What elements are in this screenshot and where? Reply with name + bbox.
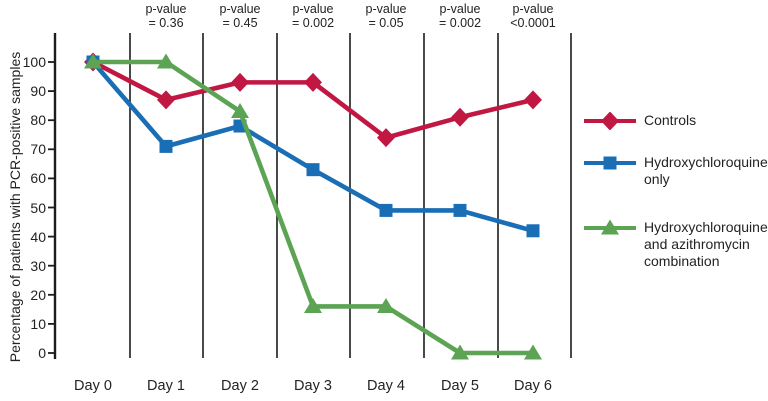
x-tick-label-day-1: Day 1	[147, 378, 185, 394]
p-value-label-5: p-value = 0.002	[438, 2, 482, 30]
x-tick-label-day-6: Day 6	[514, 378, 552, 394]
diamond-marker	[524, 90, 542, 110]
square-marker	[453, 203, 467, 217]
y-tick-label-10: 10	[30, 315, 46, 332]
triangle-marker	[524, 344, 542, 360]
y-tick-label-40: 40	[30, 228, 46, 245]
triangle-marker	[304, 297, 322, 313]
series-2	[84, 53, 542, 360]
diamond-legend-icon	[584, 112, 636, 130]
square-marker	[306, 163, 320, 177]
x-tick-label-day-0: Day 0	[74, 378, 112, 394]
legend-label: Controls	[644, 112, 697, 128]
triangle-legend-icon	[584, 219, 636, 235]
p-value-number: = 0.45	[222, 15, 258, 30]
p-value-prefix: p-value	[292, 2, 334, 16]
legend-item-2: Hydroxychloroquine and azithromycin comb…	[584, 219, 768, 270]
legend-item-1: Hydroxychloroquine only	[584, 154, 768, 188]
legend-label: Hydroxychloroquine and azithromycin comb…	[644, 219, 768, 269]
square-marker	[379, 203, 393, 217]
x-tick-label-day-4: Day 4	[367, 378, 405, 394]
p-value-number: = 0.002	[438, 15, 482, 30]
p-value-label-2: p-value = 0.45	[219, 2, 261, 30]
legend-item-0: Controls	[584, 112, 768, 130]
p-value-number: = 0.002	[291, 15, 335, 30]
p-value-prefix: p-value	[439, 2, 481, 16]
p-value-number: <0.0001	[510, 15, 556, 30]
p-value-label-6: p-value <0.0001	[510, 2, 556, 30]
y-tick-label-30: 30	[30, 257, 46, 274]
legend-label: Hydroxychloroquine only	[644, 154, 768, 187]
p-value-label-3: p-value = 0.002	[291, 2, 335, 30]
triangle-marker	[451, 344, 469, 360]
y-tick-label-90: 90	[30, 83, 46, 100]
p-value-label-1: p-value = 0.36	[145, 2, 187, 30]
y-tick-label-60: 60	[30, 170, 46, 187]
y-tick-label-80: 80	[30, 112, 46, 129]
square-marker	[159, 139, 173, 153]
square-marker	[603, 156, 617, 170]
diamond-marker	[231, 72, 249, 92]
diamond-marker	[601, 112, 619, 130]
series-1	[86, 55, 540, 238]
triangle-marker	[231, 102, 249, 118]
diamond-marker	[451, 107, 469, 127]
triangle-marker	[157, 53, 175, 69]
triangle-marker	[377, 297, 395, 313]
p-value-label-4: p-value = 0.05	[365, 2, 407, 30]
y-tick-label-100: 100	[22, 54, 46, 70]
y-tick-label-50: 50	[30, 199, 46, 216]
diamond-marker	[304, 72, 322, 92]
series-0	[84, 52, 542, 148]
triangle-marker	[601, 219, 619, 235]
y-tick-label-0: 0	[38, 345, 46, 361]
triangle-marker	[84, 53, 102, 69]
square-legend-icon	[584, 156, 636, 170]
diamond-marker	[157, 90, 175, 110]
square-marker	[526, 224, 540, 238]
p-value-prefix: p-value	[145, 2, 187, 16]
x-tick-label-day-5: Day 5	[441, 378, 479, 394]
x-tick-label-day-3: Day 3	[294, 378, 332, 394]
y-tick-label-20: 20	[30, 286, 46, 303]
p-value-prefix: p-value	[219, 2, 261, 16]
p-value-prefix: p-value	[365, 2, 407, 16]
p-value-number: = 0.05	[368, 15, 404, 30]
y-tick-label-70: 70	[30, 141, 46, 158]
diamond-marker	[377, 128, 395, 148]
p-value-number: = 0.36	[148, 15, 184, 30]
x-tick-label-day-2: Day 2	[221, 378, 259, 394]
p-value-prefix: p-value	[512, 2, 554, 16]
